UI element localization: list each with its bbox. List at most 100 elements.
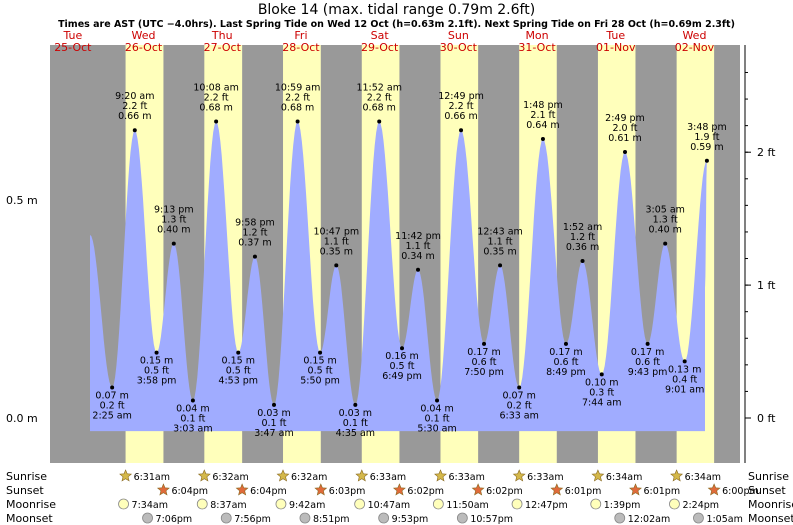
moonrise-time: 11:50am — [446, 500, 488, 511]
moonrise-icon — [354, 498, 366, 510]
tide-point — [132, 128, 137, 133]
tide-label: 6:33 am — [499, 410, 538, 421]
moonrise-time: 2:24pm — [682, 500, 719, 511]
tide-label: 0.61 m — [608, 133, 641, 144]
tide-label: 0.07 m — [502, 390, 535, 401]
tide-label: 1:48 pm — [523, 100, 563, 111]
tide-label: 2.0 ft — [612, 123, 637, 134]
sunset-icon — [235, 483, 249, 496]
tide-curve — [90, 121, 707, 432]
y-left-tick-label: 0.0 m — [6, 412, 38, 425]
sunset-time: 6:03pm — [329, 486, 366, 497]
tide-label: 1.3 ft — [653, 215, 678, 226]
row-label-right: Moonrise — [748, 498, 793, 511]
moonrise-icon — [511, 498, 523, 510]
tide-point — [252, 254, 257, 259]
moonset-icon — [693, 512, 704, 524]
tide-label: 3:47 am — [254, 428, 293, 439]
tide-label: 0.13 m — [668, 364, 701, 375]
tide-label: 4:53 pm — [218, 376, 258, 387]
moonset-time: 8:51pm — [313, 514, 350, 525]
sunset-time: 6:02pm — [486, 486, 523, 497]
tide-label: 0.5 ft — [226, 366, 251, 377]
y-right-tick-label: 0 ft — [757, 412, 776, 425]
tide-label: 11:52 am — [356, 83, 401, 94]
tide-point — [271, 402, 276, 407]
moonset-time: 7:56pm — [234, 514, 271, 525]
tide-label: 1.1 ft — [324, 236, 349, 247]
day-date: 01-Nov — [596, 41, 636, 54]
day-name: Wed — [132, 29, 156, 42]
day-date: 02-Nov — [675, 41, 715, 54]
tide-label: 0.2 ft — [100, 400, 125, 411]
tide-point — [645, 341, 650, 346]
tide-label: 1.1 ft — [406, 241, 431, 252]
tide-label: 0.10 m — [585, 377, 618, 388]
tide-point — [236, 350, 241, 355]
tide-labels: 0.07 m0.2 ft2:25 am9:20 am2.2 ft0.66 m0.… — [92, 83, 726, 439]
tide-point — [704, 158, 709, 163]
moonset-time: 9:53pm — [392, 514, 429, 525]
moonrise-icon — [669, 498, 680, 510]
tide-label: 0.1 ft — [343, 418, 368, 429]
tide-point — [498, 263, 503, 268]
tide-label: 0.15 m — [303, 356, 336, 367]
tide-label: 2.2 ft — [449, 101, 474, 112]
moonset-time: 10:57pm — [470, 514, 513, 525]
tide-label: 0.3 ft — [589, 387, 614, 398]
moonrise-icon — [590, 498, 602, 510]
tide-point — [563, 341, 568, 346]
moonset-icon — [299, 512, 311, 524]
sunrise-time: 6:33am — [448, 472, 484, 483]
tide-label: 0.68 m — [363, 103, 396, 114]
tide-label: 0.07 m — [95, 390, 128, 401]
tide-label: 0.40 m — [648, 225, 681, 236]
moonrise-icon — [275, 498, 287, 510]
sunrise-icon — [197, 469, 211, 482]
tide-label: 0.5 ft — [144, 366, 169, 377]
sunset-time: 6:04pm — [250, 486, 287, 497]
tide-label: 0.1 ft — [180, 414, 205, 425]
tide-label: 0.03 m — [257, 408, 290, 419]
moonrise-time: 10:47am — [368, 500, 410, 511]
tide-label: 0.34 m — [401, 251, 434, 262]
tide-label: 0.17 m — [631, 347, 664, 358]
sunset-icon — [629, 483, 642, 496]
tide-point — [599, 372, 604, 377]
tide-point — [295, 119, 300, 124]
sunset-time: 6:04pm — [171, 486, 208, 497]
sunrise-time: 6:34am — [685, 472, 721, 483]
moonset-time: 12:02am — [628, 514, 670, 525]
day-date: 30-Oct — [440, 41, 478, 54]
moonrise-time: 9:42am — [289, 500, 325, 511]
day-name: Thu — [211, 29, 233, 42]
sunrise-time: 6:34am — [606, 472, 642, 483]
row-label-right: Moonset — [748, 512, 793, 525]
tide-point — [580, 259, 585, 264]
tide-label: 0.1 ft — [425, 414, 450, 425]
tide-label: 2:49 pm — [605, 113, 645, 124]
tide-label: 2:25 am — [92, 410, 131, 421]
tide-label: 0.5 ft — [308, 366, 333, 377]
row-label-right: Sunrise — [748, 470, 789, 483]
tide-label: 0.59 m — [690, 142, 723, 153]
moonrise-time: 7:34am — [132, 500, 168, 511]
sunrise-time: 6:31am — [134, 472, 170, 483]
tide-point — [482, 341, 487, 346]
y-right-tick-label: 1 ft — [757, 279, 776, 292]
day-name: Sun — [448, 29, 469, 42]
tide-label: 2.2 ft — [367, 93, 392, 104]
sunrise-icon — [119, 469, 133, 482]
sunset-icon — [471, 483, 485, 496]
sunrise-icon — [512, 469, 526, 482]
sunset-time: 6:01pm — [643, 486, 680, 497]
moonset-icon — [220, 512, 232, 524]
tide-point — [171, 241, 176, 246]
day-name: Wed — [682, 29, 706, 42]
tide-point — [517, 385, 522, 390]
tide-label: 1.1 ft — [488, 236, 513, 247]
moonrise-time: 12:47pm — [525, 500, 568, 511]
sunset-icon — [707, 483, 721, 496]
tide-label: 2.2 ft — [285, 93, 310, 104]
